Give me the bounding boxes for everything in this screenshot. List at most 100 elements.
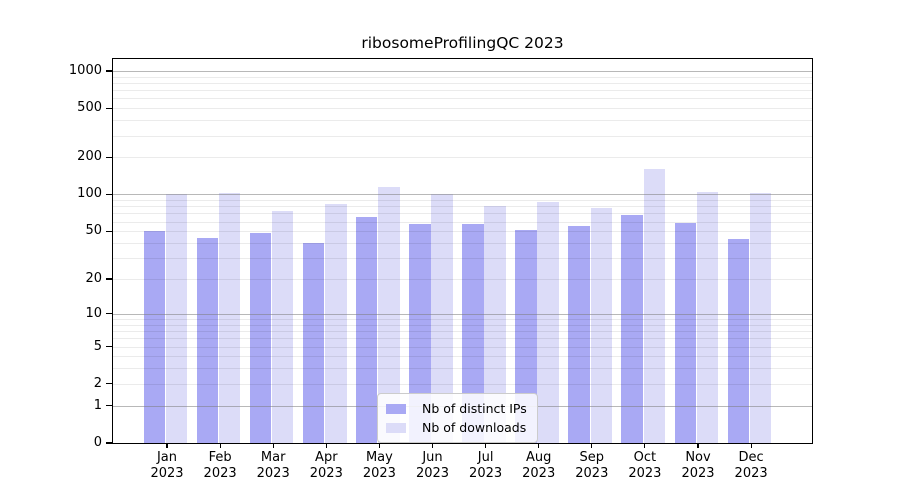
- x-tick-label-year-jul: 2023: [469, 465, 503, 481]
- y-tick-mark-10: [106, 313, 112, 315]
- y-tick-mark-0: [106, 442, 112, 444]
- y-tick-label-1000: 1000: [68, 62, 102, 78]
- x-tick-mark-may: [378, 443, 380, 448]
- x-tick-label-year-mar: 2023: [256, 465, 290, 481]
- bar-downloads-mar: [271, 211, 294, 443]
- x-tick-label-month-jun: Jun: [422, 450, 443, 465]
- y-tick-label-20: 20: [85, 271, 102, 287]
- x-tick-mark-apr: [325, 443, 327, 448]
- legend: Nb of distinct IPs Nb of downloads: [377, 393, 538, 443]
- x-tick-mark-feb: [219, 443, 221, 448]
- x-tick-label-aug: Aug 2023: [507, 450, 571, 481]
- x-tick-label-year-jun: 2023: [415, 465, 450, 481]
- x-tick-mark-sep: [591, 443, 593, 448]
- gridline-minor-60: [113, 221, 812, 223]
- y-tick-label-2: 2: [93, 375, 102, 391]
- y-tick-mark-200: [106, 156, 112, 158]
- bar-downloads-may: [378, 187, 400, 443]
- x-tick-mark-jul: [485, 443, 487, 448]
- gridline-minor-500: [113, 108, 812, 110]
- bar-distinct-ips-jan: [143, 231, 165, 443]
- x-tick-label-month-feb: Feb: [208, 450, 232, 465]
- bar-downloads-jul: [484, 205, 506, 443]
- y-tick-mark-20: [106, 278, 112, 280]
- x-tick-mark-dec: [750, 443, 752, 448]
- legend-label-distinct-ips: Nb of distinct IPs: [422, 401, 527, 416]
- x-tick-mark-aug: [538, 443, 540, 448]
- bar-downloads-aug: [537, 201, 559, 443]
- gridline-minor-8: [113, 324, 812, 326]
- bar-distinct-ips-sep: [568, 226, 590, 443]
- gridline-minor-20: [113, 279, 812, 281]
- bar-downloads-jun: [431, 194, 453, 443]
- x-tick-label-dec: Dec 2023: [719, 450, 783, 481]
- x-tick-label-feb: Feb 2023: [188, 450, 252, 481]
- gridline-minor-2: [113, 383, 812, 385]
- bar-distinct-ips-apr: [302, 243, 325, 443]
- y-tick-mark-50: [106, 230, 112, 232]
- gridline-minor-70: [113, 213, 812, 215]
- bar-distinct-ips-mar: [249, 233, 272, 443]
- y-tick-label-0: 0: [93, 435, 102, 450]
- bar-downloads-oct: [643, 169, 666, 443]
- gridline-minor-900: [113, 76, 812, 78]
- bar-distinct-ips-dec: [727, 239, 750, 443]
- bar-distinct-ips-may: [355, 217, 378, 443]
- chart-title: ribosomeProfilingQC 2023: [361, 34, 564, 52]
- x-tick-label-year-apr: 2023: [309, 465, 343, 481]
- x-tick-label-month-jan: Jan: [156, 450, 178, 465]
- x-tick-label-month-sep: Sep: [579, 450, 605, 465]
- bar-distinct-ips-aug: [515, 230, 537, 443]
- y-tick-label-5: 5: [93, 338, 102, 354]
- x-tick-label-sep: Sep 2023: [560, 450, 624, 481]
- x-tick-label-month-oct: Oct: [633, 450, 657, 465]
- legend-label-downloads: Nb of downloads: [422, 420, 527, 435]
- legend-entry-distinct-ips: Nb of distinct IPs: [386, 399, 527, 418]
- bar-distinct-ips-jun: [409, 224, 431, 443]
- y-tick-mark-1: [106, 405, 112, 407]
- gridline-minor-800: [113, 82, 812, 84]
- gridline-minor-90: [113, 200, 812, 202]
- x-tick-label-year-dec: 2023: [734, 465, 768, 481]
- gridline-minor-50: [113, 231, 812, 233]
- bar-distinct-ips-feb: [196, 238, 219, 443]
- y-tick-label-200: 200: [77, 149, 102, 165]
- x-tick-label-month-mar: Mar: [260, 450, 286, 465]
- legend-swatch-distinct-ips: [386, 403, 406, 414]
- y-tick-label-10: 10: [85, 305, 102, 321]
- gridline-minor-3: [113, 368, 812, 370]
- gridline-minor-80: [113, 206, 812, 208]
- gridline-minor-400: [113, 120, 812, 122]
- x-tick-mark-mar: [272, 443, 274, 448]
- gridline-minor-600: [113, 98, 812, 100]
- bar-downloads-jan: [165, 194, 188, 443]
- x-tick-label-year-jan: 2023: [150, 465, 184, 481]
- x-tick-label-year-feb: 2023: [203, 465, 237, 481]
- y-tick-label-500: 500: [77, 100, 102, 116]
- gridline-minor-4: [113, 356, 812, 358]
- y-tick-mark-1000: [106, 70, 112, 72]
- y-tick-mark-500: [106, 107, 112, 109]
- gridline-minor-7: [113, 331, 812, 333]
- x-tick-mark-jan: [166, 443, 168, 448]
- bar-downloads-feb: [218, 193, 241, 443]
- gridline-minor-200: [113, 157, 812, 159]
- x-tick-label-year-nov: 2023: [681, 465, 715, 481]
- bar-distinct-ips-jul: [462, 224, 484, 443]
- gridline-major-1000: [113, 70, 812, 72]
- gridline-minor-30: [113, 258, 812, 260]
- y-tick-mark-2: [106, 383, 112, 385]
- x-tick-label-year-sep: 2023: [575, 465, 609, 481]
- plot-area: Nb of distinct IPs Nb of downloads: [113, 59, 812, 443]
- bar-distinct-ips-nov: [674, 223, 696, 443]
- x-tick-label-oct: Oct 2023: [613, 450, 677, 481]
- x-tick-label-nov: Nov 2023: [666, 450, 730, 481]
- x-tick-label-month-nov: Nov: [685, 450, 711, 465]
- legend-swatch-downloads: [386, 422, 406, 433]
- x-tick-mark-oct: [644, 443, 646, 448]
- x-tick-label-mar: Mar 2023: [241, 450, 305, 481]
- x-tick-label-may: May 2023: [347, 450, 411, 481]
- gridline-major-10: [113, 313, 812, 315]
- bar-downloads-sep: [590, 208, 612, 443]
